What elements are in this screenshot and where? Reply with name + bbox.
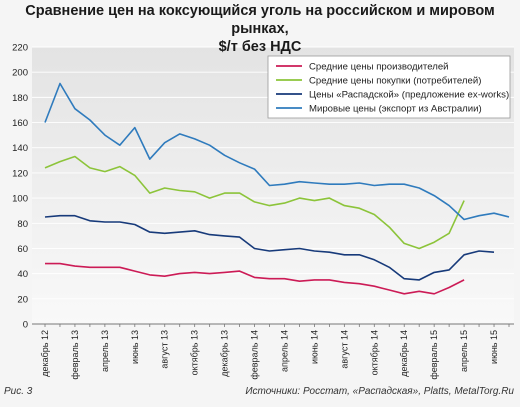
x-tick-label: декабрь 14	[399, 330, 409, 377]
y-axis: 0 20 40 60 80 100 120 140 160 180 200 220	[12, 43, 28, 331]
x-tick-label: июнь 14	[309, 330, 319, 364]
y-tick-label: 80	[17, 219, 28, 230]
y-tick-label: 60	[17, 244, 28, 255]
x-tick-label: февраль 14	[250, 330, 260, 380]
x-tick-label: апрель 15	[459, 330, 469, 372]
legend-label: Мировые цены (экспорт из Австралии)	[309, 104, 482, 115]
y-tick-label: 200	[12, 68, 28, 79]
x-tick-label: декабрь 13	[220, 330, 230, 377]
figure-label: Рис. 3	[4, 386, 33, 397]
series-line-4	[44, 82, 510, 221]
x-tick-label: апрель 14	[279, 330, 289, 372]
chart-title-line2: $/т без НДС	[218, 39, 302, 55]
series-line-1	[45, 262, 465, 295]
series-line-2	[44, 155, 465, 250]
x-axis: декабрь 12 февраль 13 апрель 13 июнь 13 авгу…	[40, 324, 510, 380]
legend-label: Цены «Распадской» (предложение ex-works)	[309, 90, 509, 101]
legend-label: Средние цены производителей	[309, 62, 449, 73]
y-tick-label: 0	[23, 320, 28, 331]
x-tick-label: февраль 15	[429, 330, 439, 380]
source-note: Источники: Росстат, «Распадская», Platts…	[245, 386, 514, 397]
legend: Средние цены производителей Средние цены …	[267, 55, 511, 119]
y-tick-label: 160	[12, 118, 28, 129]
x-tick-label: июнь 15	[489, 330, 499, 364]
y-tick-label: 20	[17, 294, 28, 305]
x-tick-label: июнь 13	[130, 330, 140, 364]
x-tick-label: август 14	[339, 330, 349, 369]
series-lines	[44, 82, 510, 295]
y-tick-label: 220	[12, 43, 28, 54]
y-tick-label: 180	[12, 93, 28, 104]
x-tick-label: август 13	[160, 330, 170, 369]
legend-box	[267, 55, 511, 119]
x-tick-label: октябрь 14	[369, 330, 379, 375]
x-tick-label: декабрь 12	[40, 330, 50, 377]
series-line-3	[44, 214, 495, 281]
y-tick-label: 40	[17, 269, 28, 280]
y-tick-label: 120	[12, 168, 28, 179]
legend-label: Средние цены покупки (потребителей)	[309, 76, 481, 87]
chart-title-line1: Сравнение цен на коксующийся уголь на ро…	[25, 3, 495, 37]
x-tick-label: октябрь 13	[190, 330, 200, 375]
y-tick-label: 100	[12, 194, 28, 205]
x-tick-label: апрель 13	[100, 330, 110, 372]
chart-title: Сравнение цен на коксующийся уголь на ро…	[0, 2, 520, 56]
x-tick-label: февраль 13	[70, 330, 80, 380]
y-tick-label: 140	[12, 143, 28, 154]
